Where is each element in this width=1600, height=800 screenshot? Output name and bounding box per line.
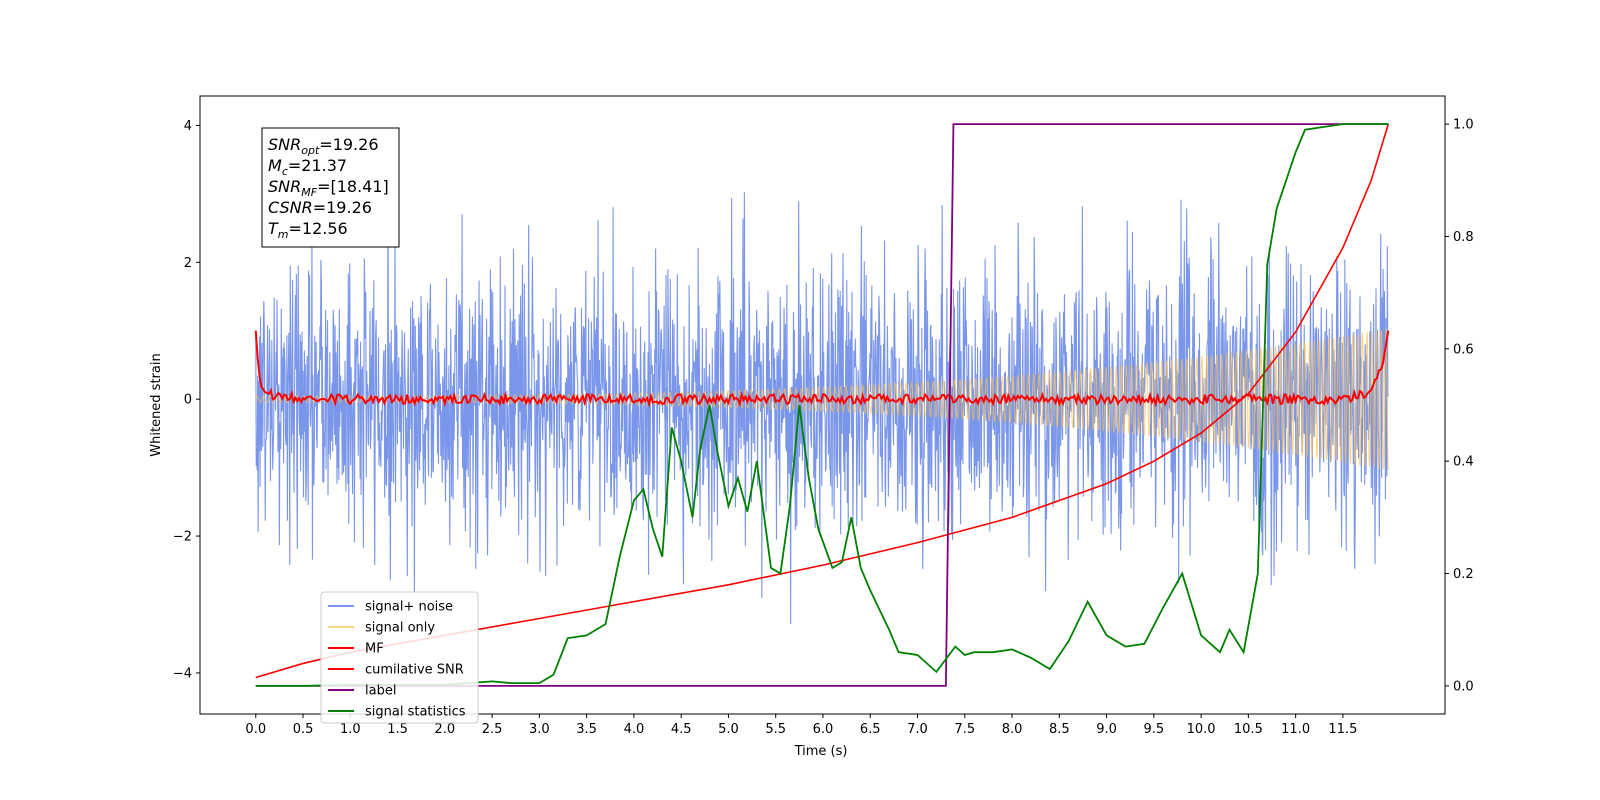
x-tick-label: 1.5 — [387, 722, 408, 737]
annotation-symbol: M — [268, 156, 282, 175]
x-tick-label: 5.5 — [765, 722, 786, 737]
y-axis-left: 4 2 0 −2 −4 — [173, 119, 200, 681]
y-right-tick-label: 0.8 — [1453, 230, 1474, 245]
y-right-tick-label: 0.6 — [1453, 342, 1474, 357]
annotation-value: =21.37 — [288, 156, 347, 175]
x-tick-label: 0.0 — [245, 722, 266, 737]
y-left-tick-label: 0 — [184, 393, 192, 408]
x-tick-label: 9.5 — [1143, 722, 1164, 737]
x-tick-label: 5.0 — [718, 722, 739, 737]
x-tick-label: 2.0 — [434, 722, 455, 737]
annotation-line: SNRopt=19.26 — [268, 135, 379, 157]
x-tick-label: 8.5 — [1049, 722, 1070, 737]
x-tick-label: 4.5 — [671, 722, 692, 737]
x-tick-label: 11.5 — [1328, 722, 1357, 737]
x-tick-label: 9.0 — [1096, 722, 1117, 737]
y-left-tick-label: 2 — [184, 256, 192, 271]
annotation-symbol: T — [268, 219, 279, 238]
annotation-symbol: SNR — [268, 135, 301, 154]
x-tick-label: 7.0 — [907, 722, 928, 737]
x-tick-label: 10.5 — [1234, 722, 1263, 737]
annotation-subscript: MF — [301, 186, 317, 199]
y-right-tick-label: 0.2 — [1453, 567, 1474, 582]
legend-label: cumilative SNR — [365, 663, 464, 678]
annotation-frame — [261, 127, 400, 248]
x-tick-label: 7.5 — [954, 722, 975, 737]
legend-frame — [320, 591, 479, 724]
annotation-subscript: m — [278, 228, 289, 241]
x-tick-label: 0.5 — [293, 722, 314, 737]
legend-label: signal+ noise — [365, 600, 453, 615]
legend-label: signal only — [365, 621, 435, 636]
legend-label: MF — [365, 642, 384, 657]
y-right-tick-label: 0.0 — [1453, 679, 1474, 694]
legend-label: label — [365, 684, 396, 699]
x-tick-label: 3.0 — [529, 722, 550, 737]
series-mf — [254, 330, 1390, 408]
annotation-value: =19.26 — [313, 198, 372, 217]
annotation-value: =19.26 — [319, 135, 378, 154]
annotation-symbol: SNR — [268, 177, 301, 196]
y-axis-right: 1.0 0.8 0.6 0.4 0.2 0.0 — [1445, 118, 1474, 694]
annotation-line: Tm=12.56 — [268, 219, 348, 241]
legend: signal+ noise signal only MF cumilative SNR… — [320, 591, 479, 724]
series-label — [255, 123, 1389, 687]
x-tick-label: 1.0 — [340, 722, 361, 737]
annotation-line: Mc=21.37 — [268, 156, 347, 178]
x-tick-label: 4.0 — [624, 722, 645, 737]
annotation-value: =12.56 — [289, 219, 348, 238]
x-tick-label: 3.5 — [576, 722, 597, 737]
x-tick-label: 11.0 — [1281, 722, 1310, 737]
annotation-symbol: CSNR — [268, 198, 313, 217]
y-right-tick-label: 1.0 — [1453, 118, 1474, 133]
annotation-line: CSNR=19.26 — [268, 198, 372, 217]
annotation-line: SNRMF=[18.41] — [268, 177, 389, 199]
series-signal-plus-noise — [255, 178, 1389, 624]
series-signal-statistics — [255, 123, 1389, 687]
y-left-tick-label: −2 — [173, 530, 192, 545]
x-tick-label: 6.0 — [813, 722, 834, 737]
annotation-value: =[18.41] — [317, 177, 389, 196]
x-tick-label: 10.0 — [1187, 722, 1216, 737]
y-left-tick-label: 4 — [184, 119, 192, 134]
legend-label: signal statistics — [365, 705, 466, 720]
x-axis: 0.0 0.5 1.0 1.5 2.0 2.5 3.0 3.5 4.0 4.5 5.0 5.5 6.0 6… — [245, 714, 1357, 737]
x-tick-label: 6.5 — [860, 722, 881, 737]
x-tick-label: 8.0 — [1002, 722, 1023, 737]
y-left-tick-label: −4 — [173, 666, 192, 681]
y-axis-label: Whitened strain — [149, 353, 164, 456]
y-right-tick-label: 0.4 — [1453, 455, 1474, 470]
x-axis-label: Time (s) — [794, 744, 848, 759]
x-tick-label: 2.5 — [482, 722, 503, 737]
annotation-subscript: c — [282, 165, 288, 178]
annotation-box: SNRopt=19.26Mc=21.37SNRMF=[18.41]CSNR=19… — [261, 127, 400, 248]
annotation-subscript: opt — [301, 144, 320, 157]
